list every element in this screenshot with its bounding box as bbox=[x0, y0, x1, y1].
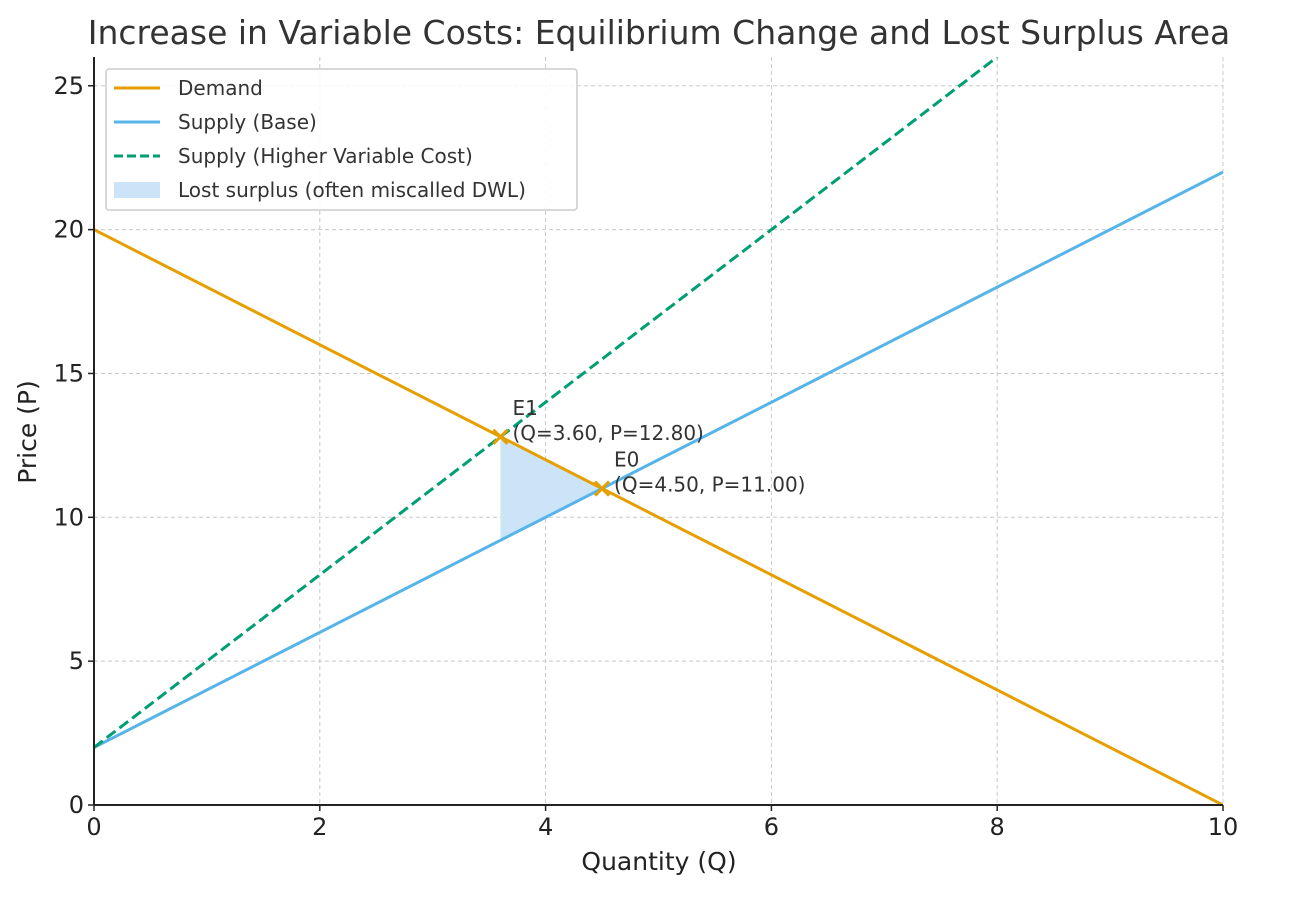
equilibrium-point-e0 bbox=[593, 480, 611, 497]
series-line-supply-higher-variable-cost bbox=[94, 57, 999, 749]
legend: Demand Supply (Base) Supply (Higher Variab… bbox=[105, 68, 578, 211]
x-tick-label: 8 bbox=[990, 813, 1005, 841]
grid bbox=[94, 57, 1224, 805]
series-line-supply-base bbox=[94, 170, 1223, 749]
point-coords: (Q=3.60, P=12.80) bbox=[512, 421, 703, 445]
legend-label: Supply (Base) bbox=[178, 110, 317, 134]
points-layer: E1(Q=3.60, P=12.80) E0(Q=4.50, P=11.00) bbox=[492, 396, 805, 497]
x-tick-label: 0 bbox=[86, 813, 101, 841]
y-tick-label: 15 bbox=[53, 359, 84, 387]
x-tick-label: 2 bbox=[312, 813, 327, 841]
y-tick-label: 10 bbox=[53, 503, 84, 531]
point-label: E0 bbox=[614, 448, 639, 472]
legend-label: Lost surplus (often miscalled DWL) bbox=[178, 178, 526, 202]
x-tick-label: 4 bbox=[538, 813, 553, 841]
y-tick-label: 0 bbox=[69, 791, 84, 819]
x-tick-label: 6 bbox=[764, 813, 779, 841]
legend-label: Supply (Higher Variable Cost) bbox=[178, 144, 473, 168]
y-tick-label: 5 bbox=[69, 647, 84, 675]
series-layer bbox=[94, 57, 1223, 805]
y-tick-label: 20 bbox=[53, 216, 84, 244]
y-axis-label: Price (P) bbox=[13, 380, 42, 484]
point-marker bbox=[492, 428, 509, 445]
legend-label: Demand bbox=[178, 76, 263, 100]
series-line-demand bbox=[94, 228, 1223, 805]
shaded-region-layer bbox=[500, 436, 603, 541]
point-label: E1 bbox=[512, 396, 537, 420]
equilibrium-point-e1 bbox=[492, 428, 509, 445]
x-tick-label: 10 bbox=[1208, 813, 1239, 841]
legend-box bbox=[105, 68, 578, 211]
x-axis-label: Quantity (Q) bbox=[581, 847, 736, 876]
y-tick-label: 25 bbox=[53, 72, 84, 100]
axes: 0 2 4 6 8 10 0 5 10 15 20 25 bbox=[53, 57, 1238, 841]
lost-surplus-area bbox=[500, 436, 603, 541]
legend-swatch bbox=[114, 182, 160, 198]
chart-title: Increase in Variable Costs: Equilibrium … bbox=[88, 13, 1231, 52]
point-marker bbox=[593, 480, 611, 497]
point-coords: (Q=4.50, P=11.00) bbox=[614, 473, 805, 497]
